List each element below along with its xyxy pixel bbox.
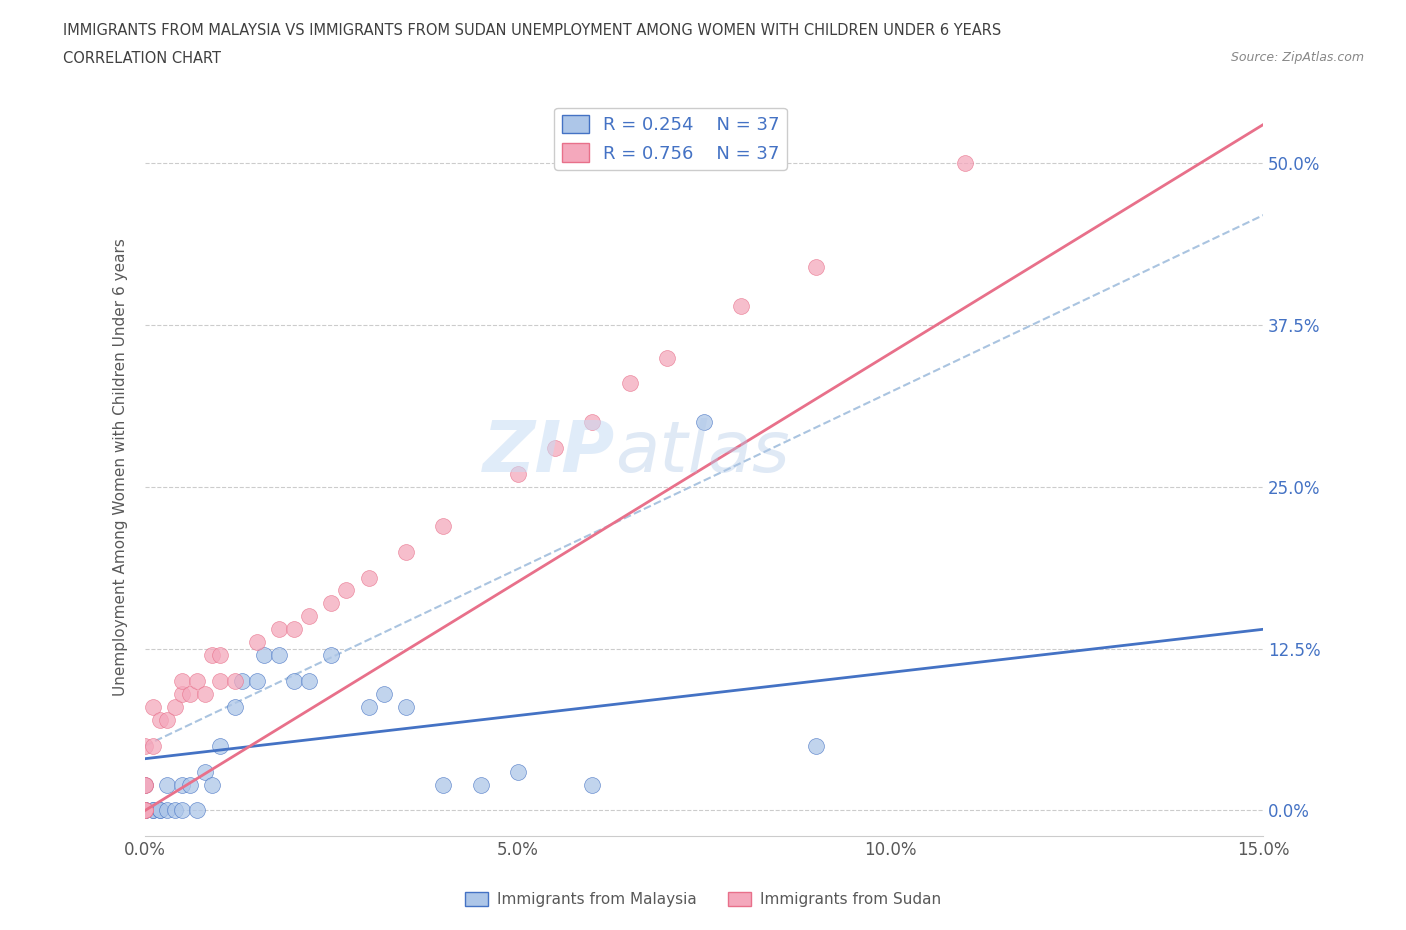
Point [201, 647, 224, 662]
Text: CORRELATION CHART: CORRELATION CHART [63, 51, 221, 66]
Point [134, 803, 156, 817]
Point [506, 764, 529, 779]
Point [134, 777, 156, 792]
Point [581, 415, 603, 430]
Text: atlas: atlas [614, 418, 789, 487]
Point [208, 673, 231, 688]
Text: Source: ZipAtlas.com: Source: ZipAtlas.com [1230, 51, 1364, 64]
Point [208, 738, 231, 753]
Point [163, 699, 186, 714]
Point [357, 699, 380, 714]
Point [141, 699, 163, 714]
Point [269, 647, 291, 662]
Point [470, 777, 492, 792]
Point [134, 738, 156, 753]
Text: ZIP: ZIP [482, 418, 614, 487]
Point [149, 712, 172, 727]
Point [134, 803, 156, 817]
Point [283, 622, 305, 637]
Point [134, 777, 156, 792]
Point [506, 467, 529, 482]
Point [194, 686, 217, 701]
Y-axis label: Unemployment Among Women with Children Under 6 years: Unemployment Among Women with Children U… [114, 239, 128, 697]
Point [283, 673, 305, 688]
Legend: Immigrants from Malaysia, Immigrants from Sudan: Immigrants from Malaysia, Immigrants fro… [460, 885, 946, 913]
Point [149, 803, 172, 817]
Point [172, 686, 194, 701]
Point [619, 376, 641, 391]
Point [335, 583, 357, 598]
Point [163, 803, 186, 817]
Point [395, 699, 418, 714]
Point [134, 777, 156, 792]
Point [544, 441, 567, 456]
Point [224, 673, 246, 688]
Point [186, 673, 208, 688]
Point [201, 777, 224, 792]
Point [172, 777, 194, 792]
Point [269, 622, 291, 637]
Point [156, 777, 179, 792]
Point [395, 544, 418, 559]
Point [804, 738, 827, 753]
Point [134, 803, 156, 817]
Point [432, 777, 454, 792]
Point [321, 596, 343, 611]
Point [172, 803, 194, 817]
Point [298, 673, 321, 688]
Text: IMMIGRANTS FROM MALAYSIA VS IMMIGRANTS FROM SUDAN UNEMPLOYMENT AMONG WOMEN WITH : IMMIGRANTS FROM MALAYSIA VS IMMIGRANTS F… [63, 23, 1001, 38]
Point [134, 803, 156, 817]
Point [804, 259, 827, 274]
Legend: R = 0.254    N = 37, R = 0.756    N = 37: R = 0.254 N = 37, R = 0.756 N = 37 [554, 108, 787, 170]
Point [156, 803, 179, 817]
Point [141, 738, 163, 753]
Point [179, 686, 201, 701]
Point [246, 673, 269, 688]
Point [253, 647, 276, 662]
Point [141, 803, 163, 817]
Point [655, 350, 678, 365]
Point [194, 764, 217, 779]
Point [134, 803, 156, 817]
Point [156, 712, 179, 727]
Point [432, 518, 454, 533]
Point [134, 803, 156, 817]
Point [149, 803, 172, 817]
Point [224, 699, 246, 714]
Point [246, 635, 269, 650]
Point [134, 803, 156, 817]
Point [357, 570, 380, 585]
Point [321, 647, 343, 662]
Point [179, 777, 201, 792]
Point [730, 299, 752, 313]
Point [134, 803, 156, 817]
Point [953, 156, 976, 171]
Point [231, 673, 253, 688]
Point [298, 609, 321, 624]
Point [208, 647, 231, 662]
Point [693, 415, 716, 430]
Point [373, 686, 395, 701]
Point [186, 803, 208, 817]
Point [172, 673, 194, 688]
Point [581, 777, 603, 792]
Point [141, 803, 163, 817]
